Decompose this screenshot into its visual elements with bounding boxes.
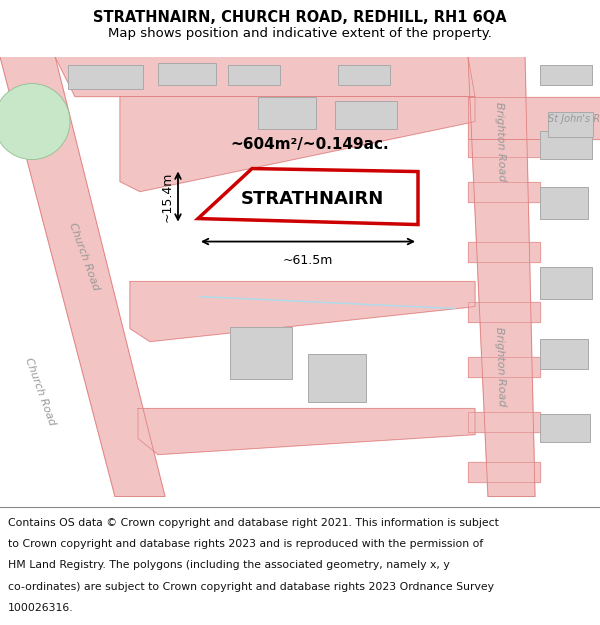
Text: HM Land Registry. The polygons (including the associated geometry, namely x, y: HM Land Registry. The polygons (includin… (8, 561, 449, 571)
Text: ~61.5m: ~61.5m (283, 254, 333, 267)
Bar (540, 131, 592, 159)
Polygon shape (468, 411, 540, 431)
Bar (548, 112, 593, 137)
Text: Church Road: Church Road (23, 356, 57, 427)
Polygon shape (468, 356, 540, 376)
Bar (335, 101, 397, 129)
Text: Brighton Road: Brighton Road (494, 102, 506, 181)
Text: Brighton Road: Brighton Road (494, 327, 506, 406)
Bar (258, 97, 316, 129)
Bar (540, 339, 588, 369)
Bar (540, 414, 590, 441)
Text: 100026316.: 100026316. (8, 603, 73, 613)
Text: to Crown copyright and database rights 2023 and is reproduced with the permissio: to Crown copyright and database rights 2… (8, 539, 483, 549)
Polygon shape (138, 409, 475, 454)
Bar (308, 354, 366, 401)
Polygon shape (120, 97, 475, 192)
Bar (540, 64, 592, 84)
Bar (338, 64, 390, 84)
Polygon shape (468, 182, 540, 201)
Bar (540, 266, 592, 299)
Polygon shape (468, 242, 540, 262)
Bar (230, 326, 292, 379)
Bar (68, 64, 143, 89)
Polygon shape (468, 139, 540, 157)
Text: STRATHNAIRN: STRATHNAIRN (241, 189, 383, 208)
Polygon shape (55, 57, 475, 97)
Bar (158, 62, 216, 84)
Polygon shape (0, 57, 165, 496)
Text: Church Road: Church Road (67, 221, 101, 292)
Text: STRATHNAIRN, CHURCH ROAD, REDHILL, RH1 6QA: STRATHNAIRN, CHURCH ROAD, REDHILL, RH1 6… (93, 10, 507, 25)
Bar (228, 64, 280, 84)
Text: St John's Road: St John's Road (548, 114, 600, 124)
Polygon shape (468, 57, 535, 496)
Polygon shape (468, 97, 600, 139)
Polygon shape (468, 301, 540, 321)
Text: Contains OS data © Crown copyright and database right 2021. This information is : Contains OS data © Crown copyright and d… (8, 518, 499, 528)
Text: Map shows position and indicative extent of the property.: Map shows position and indicative extent… (108, 27, 492, 40)
Polygon shape (130, 281, 475, 341)
Polygon shape (468, 461, 540, 481)
Circle shape (0, 84, 70, 159)
Bar (540, 187, 588, 219)
Text: co-ordinates) are subject to Crown copyright and database rights 2023 Ordnance S: co-ordinates) are subject to Crown copyr… (8, 582, 494, 592)
Text: ~15.4m: ~15.4m (161, 171, 174, 222)
Text: ~604m²/~0.149ac.: ~604m²/~0.149ac. (230, 137, 389, 152)
